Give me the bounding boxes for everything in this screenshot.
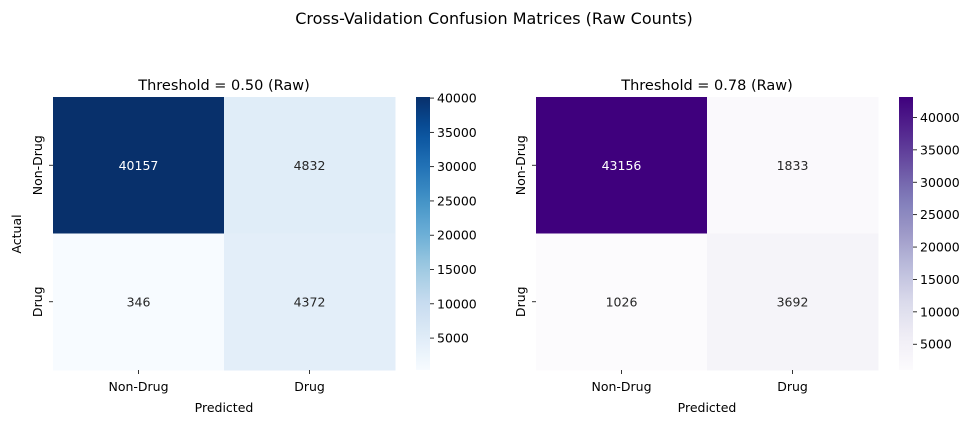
colorbar-tick-label: 5000 [920, 337, 952, 352]
y-tick-label: Non-Drug [513, 135, 528, 195]
colorbar-tick-label: 30000 [920, 175, 960, 190]
y-tick-label: Drug [30, 286, 45, 317]
colorbar-tick-label: 15000 [437, 262, 477, 277]
x-axis-label: Predicted [678, 400, 737, 415]
heatmap-cell-labels: 40157 4832 346 4372 [119, 158, 326, 310]
cell-value-label: 43156 [602, 158, 642, 173]
heatmap-cell [707, 233, 879, 371]
x-axis: Non-Drug Drug [591, 370, 808, 394]
y-axis-label: Actual [9, 214, 24, 253]
heatmap-panel-2: Threshold = 0.78 (Raw) 43156 1833 1026 3692… [513, 78, 960, 415]
colorbar-tick-label: 5000 [437, 331, 469, 346]
cell-value-label: 4832 [294, 158, 326, 173]
colorbar: 5000 10000 15000 20000 25000 30000 35000 40000 [899, 97, 960, 370]
heatmap-cells [536, 97, 879, 371]
cell-value-label: 1026 [606, 294, 638, 309]
heatmap-cells [53, 97, 396, 371]
colorbar-tick-label: 20000 [437, 228, 477, 243]
chart-title: Threshold = 0.50 (Raw) [137, 78, 310, 94]
cell-value-label: 346 [127, 294, 151, 309]
cell-value-label: 3692 [777, 294, 809, 309]
heatmap-cell-labels: 43156 1833 1026 3692 [602, 158, 809, 310]
heatmap-cell [536, 97, 708, 234]
colorbar-bar [416, 97, 430, 370]
cell-value-label: 40157 [119, 158, 159, 173]
figure-suptitle: Cross-Validation Confusion Matrices (Raw… [295, 9, 693, 28]
colorbar-tick-label: 25000 [437, 193, 477, 208]
heatmap-cell [707, 97, 879, 234]
x-tick-label: Non-Drug [108, 379, 168, 394]
colorbar-tick-label: 40000 [920, 110, 960, 125]
heatmap-cell [53, 97, 225, 234]
x-tick-label: Drug [294, 379, 325, 394]
heatmap-cell [53, 233, 225, 371]
colorbar-tick-label: 10000 [437, 296, 477, 311]
colorbar: 5000 10000 15000 20000 25000 30000 35000 40000 [416, 91, 477, 370]
colorbar-tick-label: 40000 [437, 91, 477, 106]
colorbar-tick-label: 30000 [437, 159, 477, 174]
y-axis: Non-Drug Drug [513, 135, 536, 317]
cell-value-label: 4372 [294, 294, 326, 309]
heatmap-cell [224, 97, 396, 234]
chart-title: Threshold = 0.78 (Raw) [620, 78, 793, 94]
colorbar-tick-label: 15000 [920, 272, 960, 287]
colorbar-bar [899, 97, 913, 370]
colorbar-tick-label: 35000 [437, 125, 477, 140]
x-axis-label: Predicted [195, 400, 254, 415]
x-tick-label: Non-Drug [591, 379, 651, 394]
heatmap-cell [224, 233, 396, 371]
heatmap-cell [536, 233, 708, 371]
colorbar-tick-label: 35000 [920, 142, 960, 157]
colorbar-tick-label: 25000 [920, 207, 960, 222]
cell-value-label: 1833 [777, 158, 809, 173]
x-tick-label: Drug [777, 379, 808, 394]
colorbar-tick-label: 20000 [920, 240, 960, 255]
colorbar-tick-label: 10000 [920, 304, 960, 319]
y-axis: Non-Drug Drug [30, 135, 53, 317]
y-tick-label: Non-Drug [30, 135, 45, 195]
y-tick-label: Drug [513, 286, 528, 317]
x-axis: Non-Drug Drug [108, 370, 325, 394]
